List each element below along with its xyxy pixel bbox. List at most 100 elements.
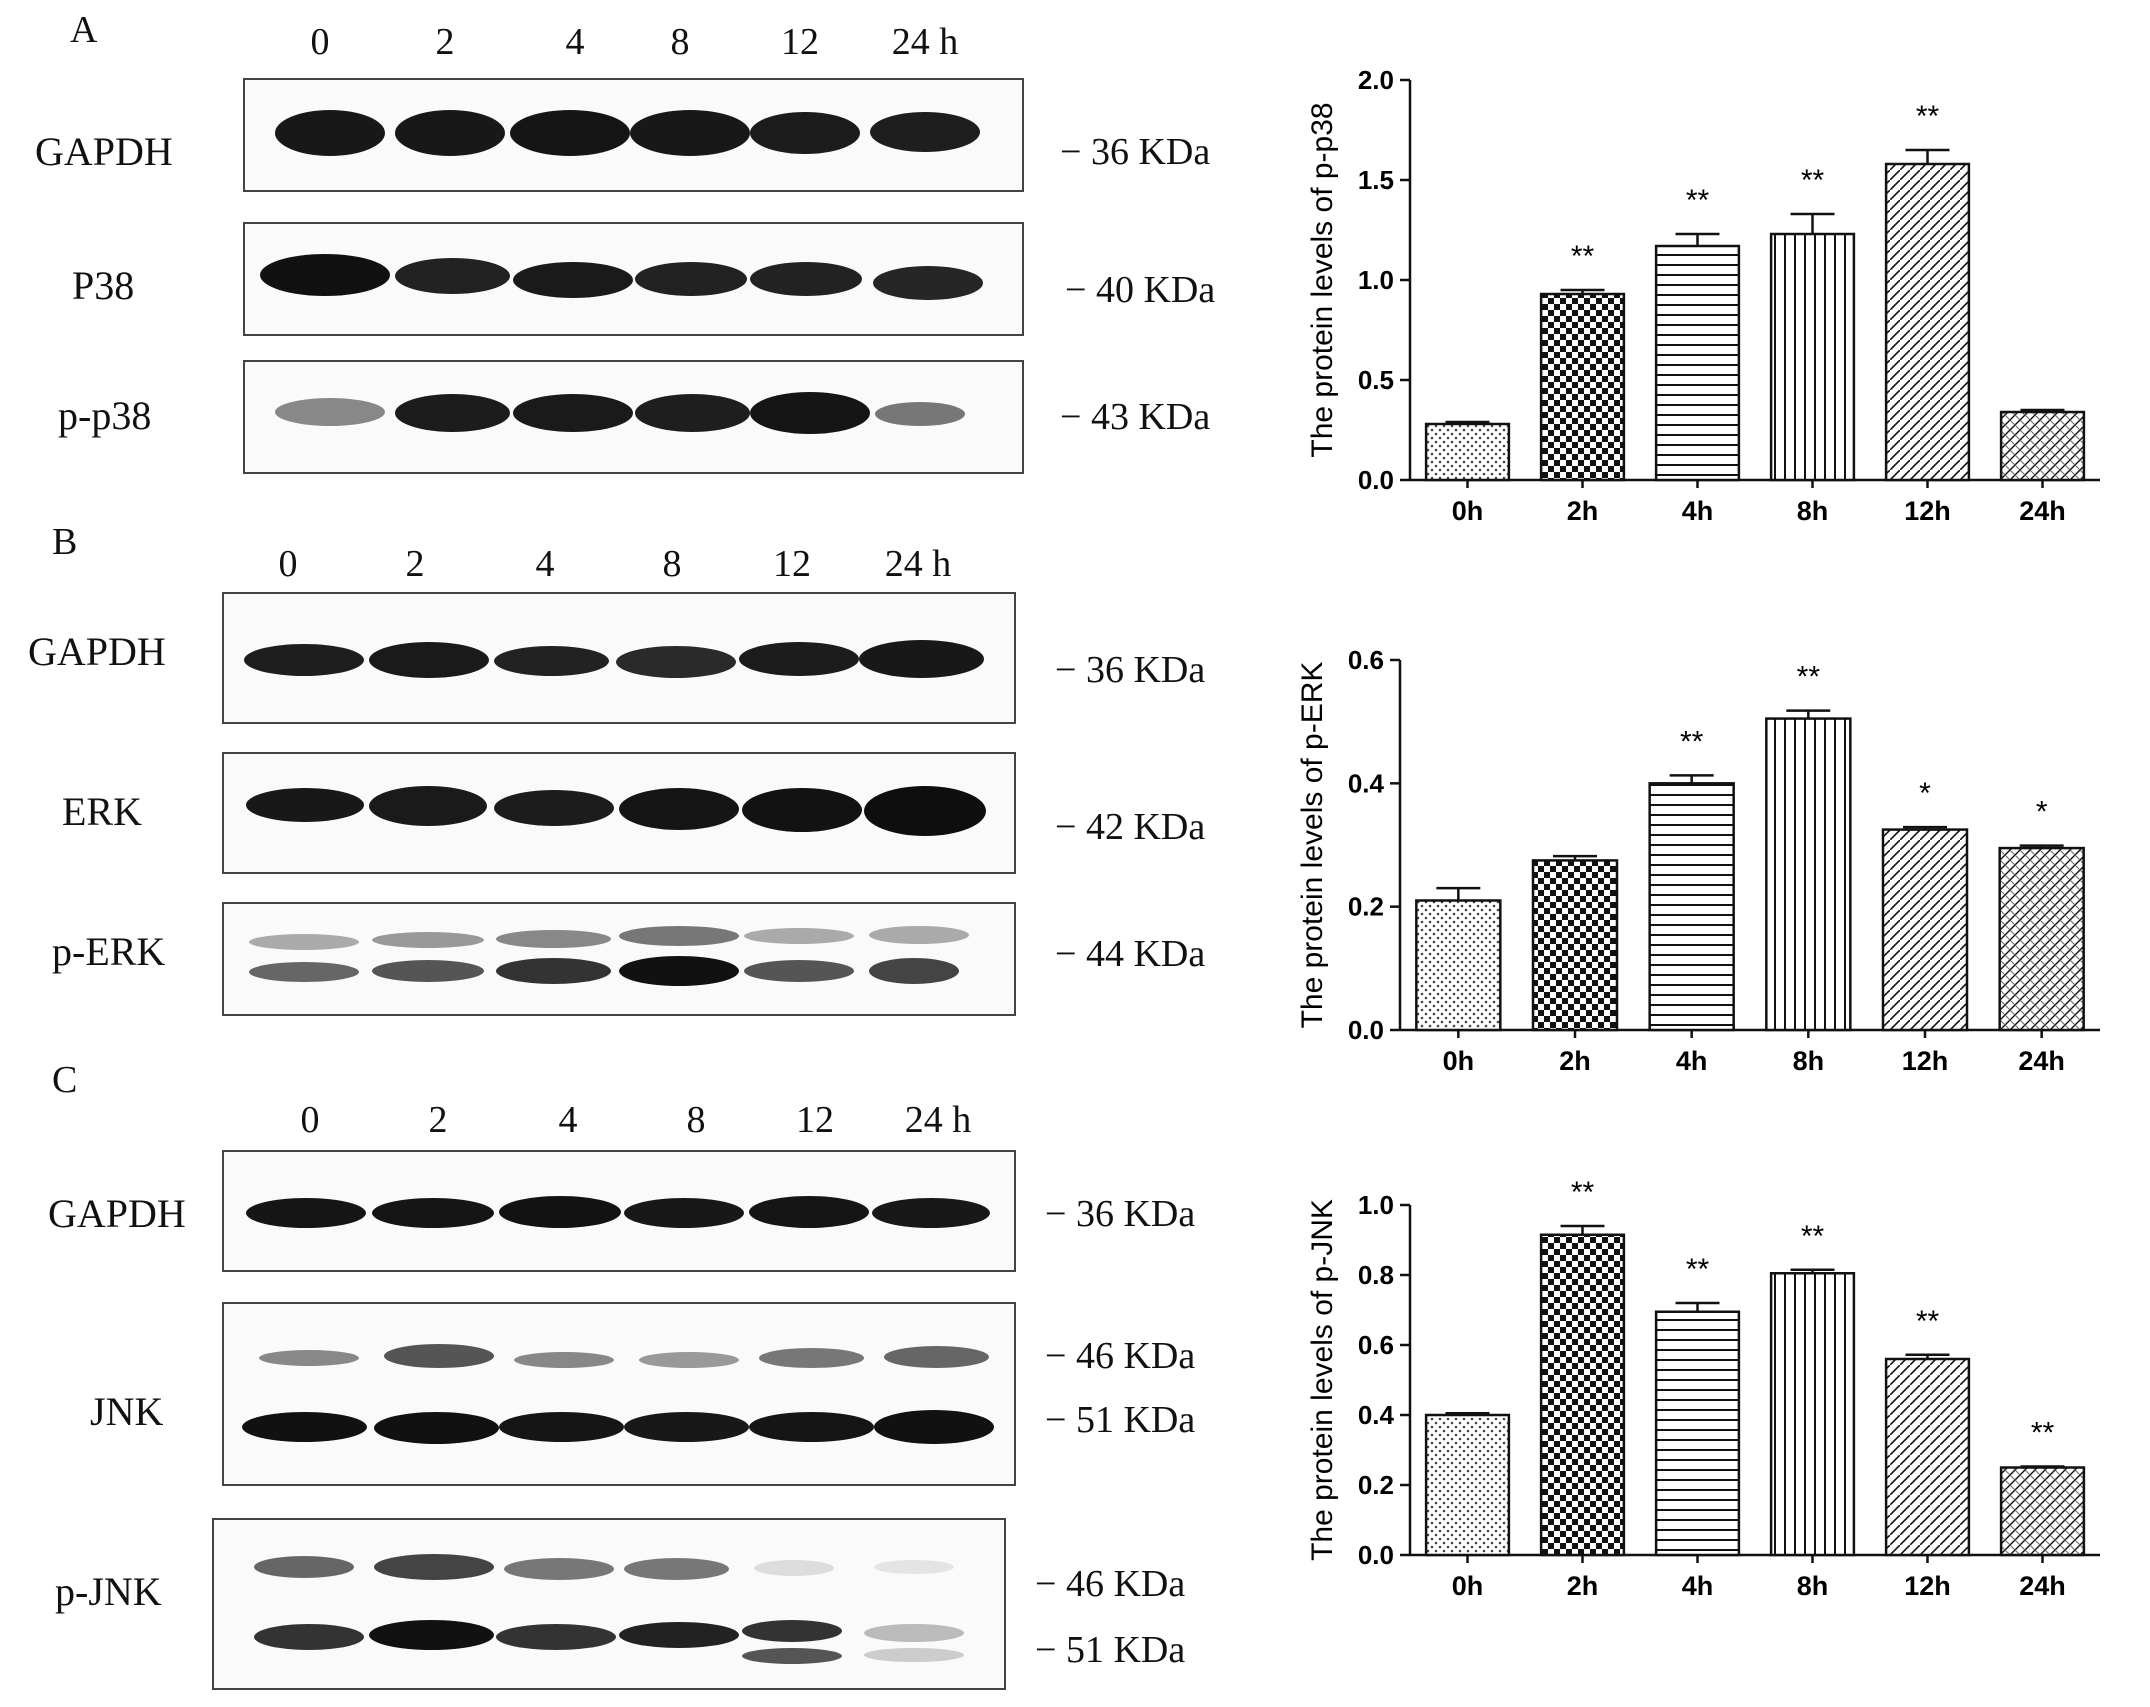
panel-letter-b: B	[52, 521, 78, 563]
significance-label: **	[1686, 184, 1710, 217]
row-label-erk: ERK	[62, 789, 142, 834]
bar	[1999, 410, 2086, 482]
kda-marker: − 46 KDa	[1045, 1335, 1196, 1377]
y-tick-label: 0.8	[1358, 1260, 1394, 1290]
y-tick-label: 2.0	[1358, 65, 1394, 95]
x-tick-label: 0h	[1452, 496, 1484, 526]
y-tick-label: 1.0	[1358, 1190, 1394, 1220]
bar	[1998, 846, 2085, 1032]
blot-gapdh-c	[222, 1150, 1016, 1272]
kda-marker: − 36 KDa	[1060, 131, 1211, 173]
lane-label: 4	[565, 21, 585, 63]
lane-label: 8	[686, 1099, 706, 1141]
significance-label: **	[1916, 100, 1940, 133]
lane-label: 0	[278, 543, 298, 585]
lane-label: 8	[662, 543, 682, 585]
row-label-p38: P38	[72, 263, 135, 308]
lane-label: 24 h	[904, 1099, 972, 1141]
lane-label: 0	[310, 21, 330, 63]
lane-label: 12	[781, 21, 819, 63]
chart-p-erk: The protein levels of p-ERK 0.0 0.2 0.4 0.6 0…	[1296, 645, 2100, 1076]
kda-marker: − 42 KDa	[1055, 806, 1206, 848]
kda-marker: − 36 KDa	[1055, 649, 1206, 691]
row-label-gapdh: GAPDH	[48, 1191, 186, 1236]
bar	[1539, 292, 1626, 482]
bar	[1424, 422, 1511, 482]
x-tick-label: 24h	[2019, 1571, 2066, 1601]
bar	[1881, 828, 1969, 1032]
bar	[1539, 1233, 1626, 1557]
x-tick-label: 0h	[1452, 1571, 1484, 1601]
y-tick-label: 0.0	[1358, 465, 1394, 495]
x-tick-label: 4h	[1676, 1046, 1708, 1076]
bar	[1769, 1272, 1856, 1557]
chart-p-jnk: The protein levels of p-JNK 0.0 0.2 0.4 0.6 0…	[1306, 1176, 2100, 1601]
kda-marker: − 44 KDa	[1055, 933, 1206, 975]
row-label-p-jnk: p-JNK	[55, 1569, 162, 1614]
significance-label: **	[1801, 1220, 1825, 1253]
y-tick-label: 0.6	[1348, 645, 1384, 675]
lane-label: 0	[300, 1099, 320, 1141]
lane-label: 2	[428, 1099, 448, 1141]
x-tick-label: 2h	[1567, 1571, 1599, 1601]
y-axis-label: The protein levels of p-ERK	[1296, 662, 1329, 1029]
significance-label: **	[1801, 164, 1825, 197]
row-label-p-p38: p-p38	[58, 393, 152, 438]
y-tick-label: 0.5	[1358, 365, 1394, 395]
lane-label: 2	[435, 21, 455, 63]
significance-label: *	[1919, 777, 1931, 810]
y-tick-label: 0.2	[1358, 1470, 1394, 1500]
bar	[1769, 232, 1856, 482]
x-tick-label: 4h	[1682, 496, 1714, 526]
x-tick-label: 12h	[1904, 496, 1951, 526]
significance-label: **	[2031, 1416, 2055, 1449]
lane-label: 4	[535, 543, 555, 585]
bar	[1884, 162, 1971, 482]
lane-label: 12	[796, 1099, 834, 1141]
bar	[1424, 1413, 1511, 1557]
significance-label: **	[1686, 1253, 1710, 1286]
row-label-gapdh: GAPDH	[28, 629, 166, 674]
x-tick-label: 8h	[1797, 1571, 1829, 1601]
bar	[1654, 244, 1741, 482]
kda-marker: − 36 KDa	[1045, 1193, 1196, 1235]
blot-p-p38	[243, 360, 1024, 474]
blot-jnk	[222, 1302, 1016, 1486]
chart-p-p38: The protein levels of p-p38 0.0 0.5 1.0 1.5 2…	[1306, 65, 2100, 526]
y-tick-label: 0.2	[1348, 892, 1384, 922]
y-tick-label: 0.4	[1348, 768, 1385, 798]
kda-marker: − 43 KDa	[1060, 396, 1211, 438]
lane-label: 12	[773, 543, 811, 585]
lane-label: 24 h	[891, 21, 959, 63]
x-tick-label: 12h	[1904, 1571, 1951, 1601]
significance-label: **	[1571, 240, 1595, 273]
bar	[1654, 1310, 1741, 1557]
blot-p-jnk	[212, 1518, 1006, 1690]
bar	[1415, 899, 1502, 1032]
x-tick-label: 2h	[1567, 496, 1599, 526]
y-axis-label: The protein levels of p-p38	[1306, 102, 1339, 457]
significance-label: *	[2036, 796, 2048, 829]
row-label-jnk: JNK	[90, 1389, 164, 1434]
y-tick-label: 1.0	[1358, 265, 1394, 295]
significance-label: **	[1571, 1176, 1595, 1209]
blot-erk	[222, 752, 1016, 874]
kda-marker: − 51 KDa	[1045, 1399, 1196, 1441]
row-label-gapdh: GAPDH	[35, 129, 173, 174]
blot-gapdh-a	[243, 78, 1024, 192]
bar	[1884, 1357, 1971, 1557]
x-tick-label: 24h	[2019, 496, 2066, 526]
panel-letter-a: A	[70, 9, 98, 51]
bar	[1999, 1466, 2086, 1557]
x-tick-label: 4h	[1682, 1571, 1714, 1601]
x-tick-label: 0h	[1443, 1046, 1475, 1076]
y-tick-label: 0.0	[1358, 1540, 1394, 1570]
row-label-p-erk: p-ERK	[52, 929, 166, 974]
lane-label: 24 h	[884, 543, 952, 585]
blot-gapdh-b	[222, 592, 1016, 724]
blot-p38	[243, 222, 1024, 336]
kda-marker: − 51 KDa	[1035, 1629, 1186, 1671]
bar	[1648, 782, 1735, 1032]
x-tick-label: 2h	[1559, 1046, 1591, 1076]
y-axis-label: The protein levels of p-JNK	[1306, 1199, 1339, 1561]
